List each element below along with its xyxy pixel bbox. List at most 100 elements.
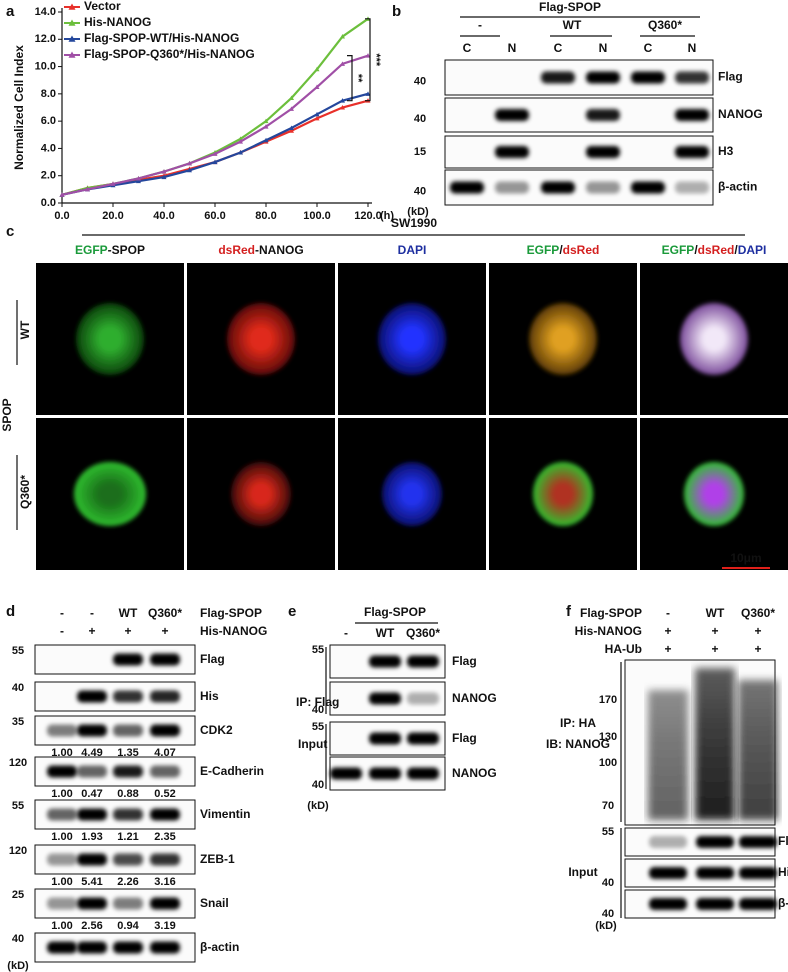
cell (680, 303, 748, 375)
condition: + (711, 624, 718, 638)
blot-label: His (200, 689, 219, 703)
legend-marker (68, 35, 76, 42)
legend-marker (68, 51, 76, 58)
band (541, 71, 575, 84)
column-header: DAPI (398, 243, 427, 257)
cell (382, 462, 442, 526)
ubiquitin-smear (648, 690, 688, 820)
header-part: / (734, 243, 738, 257)
mw-marker: 55 (12, 645, 24, 657)
condition-name: HA-Ub (605, 642, 642, 656)
condition: + (754, 642, 761, 656)
lane-label: C (554, 41, 563, 55)
band (696, 898, 734, 910)
point (340, 105, 345, 110)
mw-unit: (kD) (7, 960, 29, 972)
panel-label: c (6, 223, 14, 240)
condition: + (664, 642, 671, 656)
band (649, 898, 687, 910)
quantification: 1.00 (51, 876, 72, 888)
mw-unit: (kD) (307, 800, 329, 812)
point (365, 91, 371, 96)
blot-label: ZEB-1 (200, 852, 235, 866)
header-part: dsRed (698, 243, 735, 257)
cell (74, 462, 146, 526)
quantification: 1.00 (51, 920, 72, 932)
condition: - (60, 624, 64, 638)
lane-label: - (344, 626, 348, 640)
band (77, 765, 107, 778)
band (407, 732, 439, 745)
mw-marker: 55 (312, 644, 324, 656)
lane-label: C (644, 41, 653, 55)
lane-label: N (599, 41, 608, 55)
quantification: 4.07 (154, 747, 175, 759)
mw-marker: 120 (9, 845, 27, 857)
band (675, 71, 709, 84)
point (161, 174, 167, 180)
band (407, 692, 439, 705)
y-tick-label: 10.0 (35, 60, 56, 72)
band (369, 767, 401, 780)
condition: Q360* (648, 18, 682, 32)
condition: + (754, 624, 761, 638)
mw-marker: 40 (602, 908, 614, 920)
legend-marker (68, 19, 76, 26)
band (150, 724, 180, 737)
y-tick-label: 4.0 (41, 142, 56, 154)
band (150, 765, 180, 778)
lane-label: WT (376, 626, 395, 640)
quantification: 0.52 (154, 788, 175, 800)
band (631, 71, 665, 84)
y-tick-label: 8.0 (41, 88, 56, 100)
blot-label: β-actin (200, 940, 239, 954)
band (77, 853, 107, 866)
band (47, 941, 77, 954)
band (369, 692, 401, 705)
quantification: 3.19 (154, 920, 175, 932)
column-header: EGFP/dsRed (527, 243, 600, 257)
band (450, 181, 484, 194)
blot (444, 169, 714, 206)
legend-label: His-NANOG (84, 15, 151, 29)
blot-label: Vimentin (200, 807, 250, 821)
condition: Q360* (741, 606, 775, 620)
point (263, 118, 269, 124)
band (113, 653, 143, 666)
series-line (61, 54, 369, 196)
mw-marker: 170 (599, 694, 617, 706)
cell (684, 462, 744, 526)
cell (529, 303, 597, 375)
point (314, 84, 320, 90)
series-line (61, 17, 369, 196)
band (113, 941, 143, 954)
condition: + (161, 624, 168, 638)
quantification: 3.16 (154, 876, 175, 888)
legend-label: Vector (84, 0, 121, 13)
condition: + (664, 624, 671, 638)
mw-marker: 100 (599, 757, 617, 769)
cell (378, 303, 446, 375)
blot-label: NANOG (452, 691, 497, 705)
point (238, 150, 243, 155)
band (586, 146, 620, 158)
header-part: EGFP (75, 243, 108, 257)
quantification: 0.94 (117, 920, 139, 932)
group-label: Flag-SPOP (539, 0, 601, 14)
header-part: -SPOP (108, 243, 145, 257)
point (365, 53, 371, 58)
condition: Q360* (148, 606, 182, 620)
condition: + (88, 624, 95, 638)
condition-name: Flag-SPOP (580, 606, 642, 620)
row-label: Q360* (18, 475, 32, 509)
condition: - (666, 606, 670, 620)
condition: WT (119, 606, 138, 620)
band (495, 181, 529, 194)
condition-name: His-NANOG (200, 624, 267, 638)
x-tick-label: 0.0 (54, 210, 69, 222)
band (113, 853, 143, 866)
condition: + (124, 624, 131, 638)
quantification: 1.00 (51, 788, 72, 800)
point (314, 111, 320, 117)
